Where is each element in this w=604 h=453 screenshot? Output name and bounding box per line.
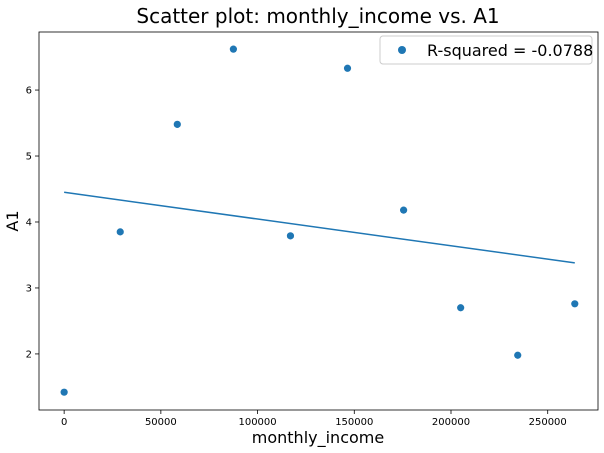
x-axis: 0 50000 100000 150000 200000 250000 xyxy=(61,410,567,428)
data-point-4 xyxy=(229,45,237,53)
x-tick-label: 150000 xyxy=(335,417,373,428)
legend-box xyxy=(379,35,593,65)
x-axis-label: monthly_income xyxy=(252,428,384,448)
x-tick-label: 200000 xyxy=(432,417,470,428)
x-tick-label: 250000 xyxy=(529,417,567,428)
x-tick-label: 100000 xyxy=(238,417,276,428)
data-point-2 xyxy=(116,228,124,236)
chart-title: Scatter plot: monthly_income vs. A1 xyxy=(136,4,499,28)
data-point-8 xyxy=(457,304,465,312)
x-tick-label: 0 xyxy=(61,417,67,428)
regression-line xyxy=(64,191,575,264)
y-tick-label: 6 xyxy=(26,86,32,97)
data-point-7 xyxy=(400,206,408,214)
plot-marks xyxy=(60,45,579,396)
data-point-5 xyxy=(286,232,295,240)
x-tick-label: 50000 xyxy=(145,417,177,428)
y-tick-label: 4 xyxy=(26,217,32,228)
data-point-6 xyxy=(343,64,352,72)
plot-area xyxy=(38,31,599,411)
legend: R-squared = -0.0788 xyxy=(379,35,593,65)
legend-marker xyxy=(398,46,406,54)
y-axis-label: A1 xyxy=(3,210,22,231)
legend-label: R-squared = -0.0788 xyxy=(427,41,593,60)
y-tick-label: 2 xyxy=(26,349,32,360)
data-point-3 xyxy=(173,120,181,128)
data-point-9 xyxy=(514,351,522,359)
data-point-1 xyxy=(60,388,68,396)
data-point-10 xyxy=(571,300,579,308)
y-tick-label: 3 xyxy=(26,283,32,294)
y-tick-label: 5 xyxy=(26,152,32,163)
y-axis: 2 3 4 5 6 xyxy=(26,86,39,360)
